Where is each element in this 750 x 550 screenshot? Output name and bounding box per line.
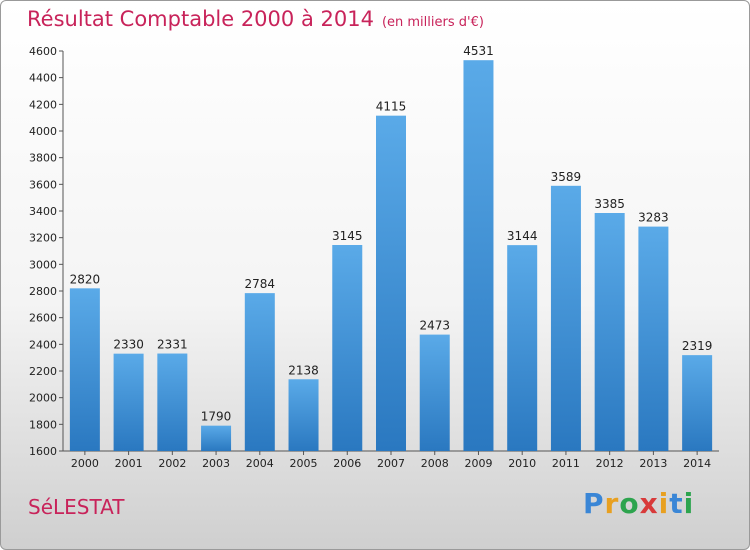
x-tick-label-2011: 2011 — [552, 457, 580, 470]
x-tick-label-2013: 2013 — [639, 457, 667, 470]
bar-2012 — [594, 213, 625, 451]
y-tick-label: 4200 — [29, 98, 57, 111]
x-tick-label-2001: 2001 — [115, 457, 143, 470]
y-tick-label: 2400 — [29, 338, 57, 351]
bar-2003 — [201, 425, 232, 451]
data-label-2001: 2330 — [113, 338, 144, 352]
data-label-2005: 2138 — [288, 363, 319, 377]
x-tick-label-2008: 2008 — [421, 457, 449, 470]
data-label-2004: 2784 — [245, 277, 276, 291]
data-label-2007: 4115 — [376, 100, 407, 114]
x-tick-label-2007: 2007 — [377, 457, 405, 470]
chart-title-text: Résultat Comptable 2000 à 2014 — [27, 7, 374, 31]
bar-2000 — [69, 288, 100, 451]
data-label-2012: 3385 — [594, 197, 625, 211]
data-label-2008: 2473 — [419, 319, 450, 333]
x-tick-label-2005: 2005 — [290, 457, 318, 470]
x-tick-label-2010: 2010 — [508, 457, 536, 470]
x-tick-label-2009: 2009 — [464, 457, 492, 470]
proxiti-logo[interactable]: Proxiti — [583, 487, 695, 520]
y-tick-label: 2000 — [29, 392, 57, 405]
x-axis: 2000 2001 2002 2003 2004 2005 2006 2007 2008 2009… — [63, 450, 719, 470]
y-tick-label: 3600 — [29, 178, 57, 191]
y-tick-label: 4000 — [29, 125, 57, 138]
x-tick-label-2002: 2002 — [158, 457, 186, 470]
bar-2010 — [507, 245, 538, 451]
x-tick-label-2014: 2014 — [683, 457, 711, 470]
bar-2004 — [244, 293, 275, 451]
bar-2006 — [332, 245, 363, 451]
data-label-2009: 4531 — [463, 44, 494, 58]
bar-2014 — [682, 355, 713, 451]
data-label-2013: 3283 — [638, 211, 669, 225]
y-tick-label: 2600 — [29, 312, 57, 325]
y-tick-label: 2200 — [29, 365, 57, 378]
chart-subtitle: (en milliers d'€) — [381, 15, 484, 30]
data-label-2002: 2331 — [157, 338, 188, 352]
y-tick-label: 3200 — [29, 232, 57, 245]
data-label-2003: 1790 — [201, 410, 232, 424]
bar-2005 — [288, 379, 319, 451]
bar-2007 — [376, 115, 406, 452]
bar-2009 — [463, 60, 494, 451]
chart-title: Résultat Comptable 2000 à 2014 (en millie… — [27, 7, 484, 31]
y-tick-label: 3800 — [29, 152, 57, 165]
y-tick-label: 1800 — [29, 418, 57, 431]
x-tick-label-2012: 2012 — [596, 457, 624, 470]
bar-2013 — [638, 226, 669, 451]
bar-2011 — [550, 185, 581, 452]
data-label-2010: 3144 — [507, 229, 538, 243]
y-tick-label: 2800 — [29, 285, 57, 298]
y-tick-label: 3000 — [29, 258, 57, 271]
bar-2002 — [157, 353, 188, 451]
x-tick-label-2003: 2003 — [202, 457, 230, 470]
bar-2001 — [113, 353, 144, 451]
x-tick-label-2000: 2000 — [71, 457, 99, 470]
y-axis: 1600 1800 2000 2200 2400 2600 2800 3000 3200 3400… — [29, 45, 64, 458]
city-name: SéLESTAT — [28, 495, 125, 519]
y-tick-label: 4400 — [29, 72, 57, 85]
x-tick-label-2006: 2006 — [333, 457, 361, 470]
data-label-2014: 2319 — [682, 339, 713, 353]
x-tick-label-2004: 2004 — [246, 457, 274, 470]
data-label-2011: 3589 — [551, 170, 582, 184]
data-label-2006: 3145 — [332, 229, 363, 243]
y-tick-label: 3400 — [29, 205, 57, 218]
data-label-2000: 2820 — [70, 272, 101, 286]
bars: 2820 2330 2331 1790 2784 2138 3145 4115 2473 4531… — [69, 44, 713, 452]
bar-2008 — [419, 334, 450, 451]
y-tick-label: 1600 — [29, 445, 57, 458]
y-tick-label: 4600 — [29, 45, 57, 58]
